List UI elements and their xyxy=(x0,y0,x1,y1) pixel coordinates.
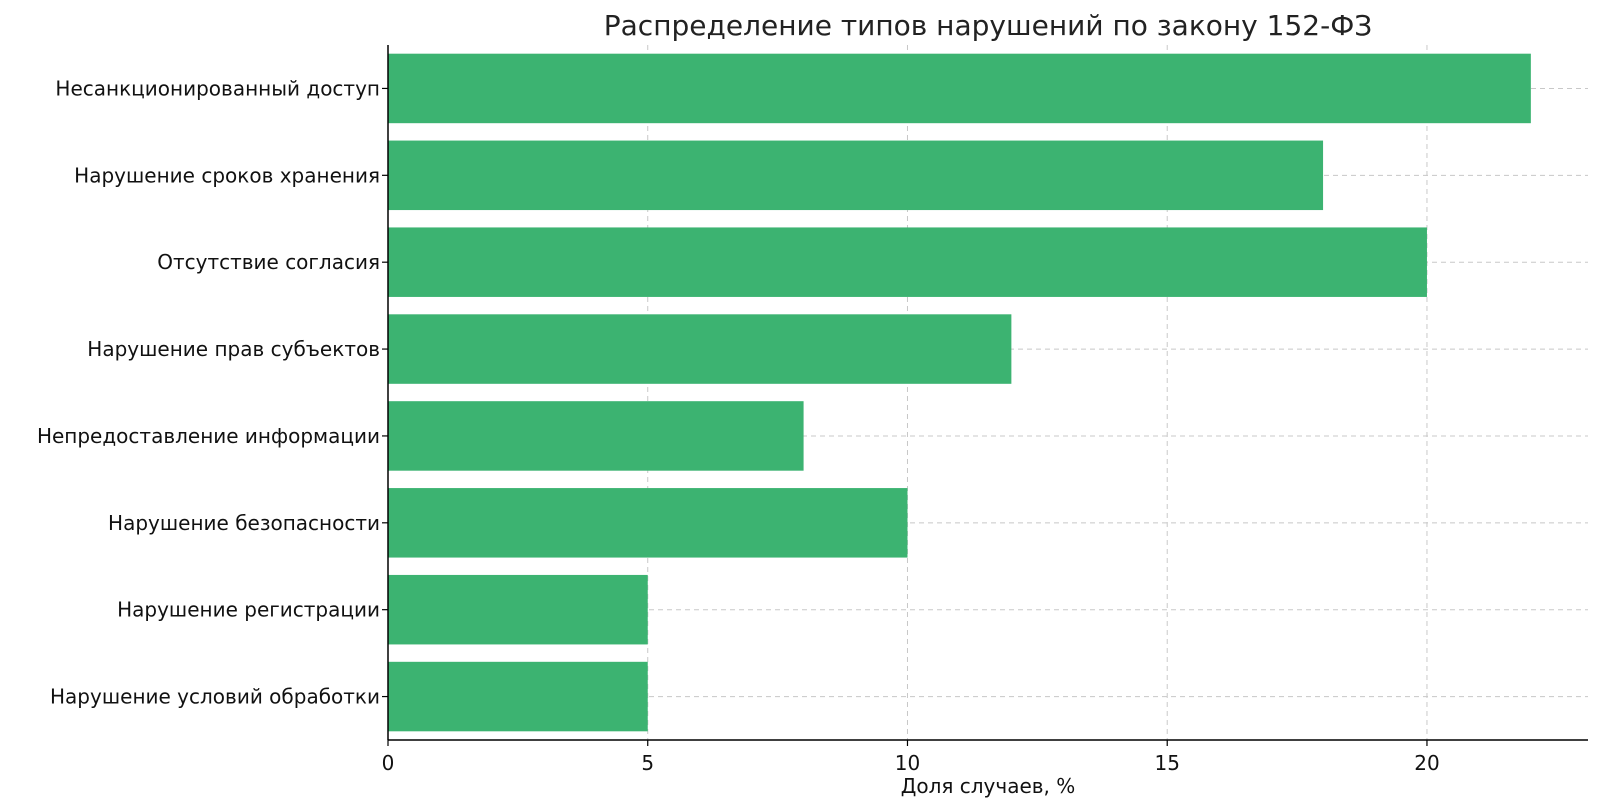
bar xyxy=(388,140,1324,211)
bar xyxy=(388,314,1012,384)
x-tick-label: 10 xyxy=(895,751,920,775)
bar xyxy=(388,574,648,645)
x-axis-title: Доля случаев, % xyxy=(901,774,1076,798)
category-label: Отсутствие согласия xyxy=(157,250,380,274)
category-label: Несанкционированный доступ xyxy=(55,76,380,100)
axes xyxy=(387,45,1588,741)
category-label: Нарушение прав субъектов xyxy=(87,337,380,361)
bar xyxy=(388,488,908,558)
x-tick-label: 20 xyxy=(1414,751,1439,775)
bar xyxy=(388,661,648,732)
x-tick-label: 15 xyxy=(1154,751,1179,775)
bar xyxy=(388,53,1531,124)
category-label: Непредоставление информации xyxy=(37,424,380,448)
category-label: Нарушение безопасности xyxy=(108,511,380,535)
chart-title: Распределение типов нарушений по закону … xyxy=(604,9,1373,42)
x-tick-label: 5 xyxy=(641,751,654,775)
category-label: Нарушение сроков хранения xyxy=(74,163,380,187)
category-label: Нарушение регистрации xyxy=(117,598,380,622)
bar xyxy=(388,401,804,471)
x-ticks: 0 5 10 15 20 xyxy=(382,740,1440,775)
category-labels: Несанкционированный доступ Нарушение срок… xyxy=(37,76,388,709)
bars xyxy=(388,53,1531,732)
x-tick-label: 0 xyxy=(382,751,395,775)
bar xyxy=(388,227,1427,297)
category-label: Нарушение условий обработки xyxy=(50,685,380,709)
